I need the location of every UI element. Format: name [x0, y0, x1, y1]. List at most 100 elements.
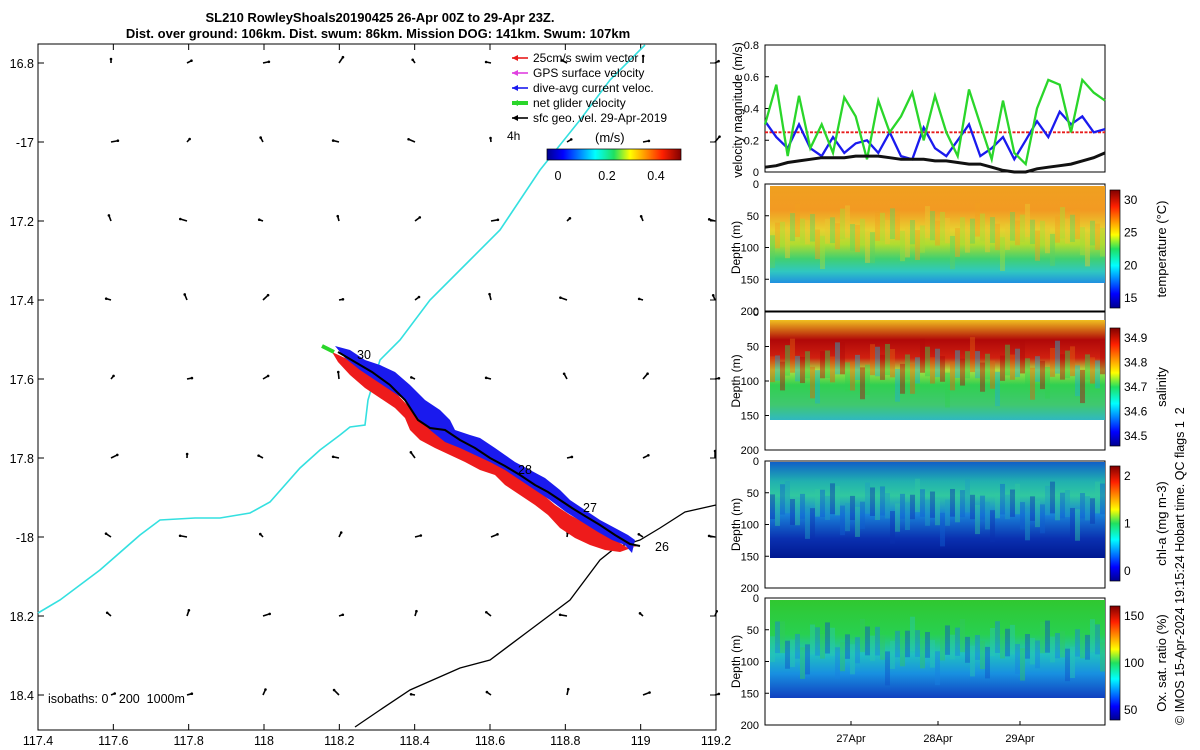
legend-label: 25cm/s swim vector — [533, 51, 638, 65]
heatmap-column — [1075, 629, 1080, 657]
heatmap-ytick-label: 150 — [741, 551, 759, 563]
heatmap-column — [835, 223, 840, 250]
legend-arrowhead — [512, 70, 518, 76]
sfc-velocity-arrow-head — [113, 692, 117, 695]
heatmap-column — [1080, 633, 1085, 659]
chl-panel — [764, 460, 1121, 589]
sfc-velocity-arrow-head — [718, 135, 721, 138]
sfc-velocity-arrow-head — [187, 609, 191, 612]
sfc-velocity-arrow-head — [178, 534, 182, 538]
heatmap-column — [800, 493, 805, 519]
isobath-cyan-line — [37, 44, 646, 614]
sfc-velocity-arrow-head — [178, 217, 182, 221]
heatmap-column — [880, 212, 885, 242]
heatmap-column — [885, 651, 890, 686]
map-ytick-label: 18.2 — [10, 610, 34, 624]
map-colorbar-tick-0: 0 — [555, 169, 562, 183]
heatmap-column — [980, 213, 985, 242]
heatmap-column — [915, 357, 920, 384]
heatmap-column — [905, 228, 910, 258]
heatmap-column — [785, 345, 790, 376]
heatmap-column — [815, 229, 820, 260]
heatmap-column — [1010, 212, 1015, 241]
heatmap-column — [855, 506, 860, 537]
temperature-colorbar — [1109, 189, 1121, 309]
heatmap-column — [775, 499, 780, 526]
heatmap-column — [1090, 619, 1095, 653]
heatmap-column — [875, 346, 880, 377]
heatmap-ytick-label: 150 — [741, 274, 759, 286]
legend-arrowhead — [512, 115, 518, 121]
heatmap-column — [845, 362, 850, 392]
heatmap-column — [935, 651, 940, 686]
heatmap-column — [1050, 347, 1055, 377]
heatmap-column — [865, 482, 870, 514]
heatmap-column — [850, 361, 855, 391]
sfc-velocity-arrow-head — [257, 454, 260, 457]
heatmap-column — [800, 647, 805, 679]
oxygen-panel — [764, 597, 1121, 726]
sfc-velocity-arrow-head — [104, 532, 108, 535]
heatmap-column — [960, 217, 965, 244]
heatmap-ylabel: Depth (m) — [729, 354, 743, 407]
heatmap-column — [810, 624, 815, 655]
heatmap-ylabel: Depth (m) — [729, 635, 743, 688]
heatmap-column — [770, 636, 775, 662]
heatmap-column — [860, 218, 865, 244]
map-x-ticks: 117.4 117.6 117.8 118 118.2 118.4 118.6 118.8 11… — [23, 44, 731, 748]
time-xtick-label: 29Apr — [1005, 733, 1035, 745]
heatmap-column — [895, 630, 900, 658]
heatmap-column — [940, 512, 945, 547]
heatmap-column — [850, 224, 855, 251]
heatmap-column — [1080, 227, 1085, 256]
sfc-velocity-arrow-head — [707, 534, 711, 538]
chl-colorbar — [1109, 465, 1121, 582]
colorbar-tick-label: 34.6 — [1124, 405, 1148, 419]
heatmap-column — [835, 486, 840, 516]
heatmap-column — [880, 354, 885, 380]
velocity-ytick-label: 0.8 — [744, 40, 759, 52]
heatmap-column — [1015, 483, 1020, 515]
map-colorbar-tick-2: 0.4 — [647, 169, 664, 183]
heatmap-column — [820, 235, 825, 269]
swim-vector-band — [332, 352, 640, 552]
velocity-ytick-label: 0.6 — [744, 72, 759, 84]
heatmap-column — [900, 230, 905, 262]
heatmap-column — [955, 627, 960, 656]
velocity-axes-box — [764, 44, 1106, 173]
sfc-velocity-arrow-head — [341, 55, 345, 59]
heatmap-column — [1060, 631, 1065, 658]
map-xtick-label: 119.2 — [701, 734, 731, 748]
heatmap-column — [1070, 646, 1075, 679]
heatmap-column — [820, 489, 825, 518]
heatmap-column — [955, 350, 960, 378]
heatmap-column — [1025, 634, 1030, 659]
map-ytick-label: -18 — [16, 531, 34, 545]
map-xtick-label: 118.4 — [399, 734, 429, 748]
sfc-velocity-arrow-head — [639, 215, 643, 218]
heatmap-column — [1075, 208, 1080, 240]
heatmap-column — [860, 367, 865, 400]
heatmap-column — [980, 495, 985, 520]
isobath-black-line — [354, 504, 717, 728]
sfc-velocity-arrow-head — [336, 214, 340, 218]
sfc-velocity-arrow-head — [341, 613, 345, 617]
heatmap-column — [795, 203, 800, 238]
map-colorbar-title: (m/s) — [595, 130, 625, 145]
heatmap-column — [910, 494, 915, 520]
heatmap-column — [1085, 354, 1090, 380]
colorbar-tick-label: 15 — [1124, 291, 1138, 305]
sfc-velocity-arrow-head — [115, 453, 119, 457]
sfc-velocity-arrow-head — [418, 216, 422, 219]
heatmap-column — [975, 202, 980, 237]
sfc-velocity-arrow-head — [266, 374, 270, 378]
heatmap-column — [945, 218, 950, 244]
sfc-velocity-arrow-head — [268, 612, 271, 616]
heatmap-column — [800, 356, 805, 384]
heatmap-column — [885, 493, 890, 519]
heatmap-column — [1075, 509, 1080, 541]
sfc-velocity-arrow-head — [717, 692, 721, 696]
heatmap-column — [770, 235, 775, 268]
